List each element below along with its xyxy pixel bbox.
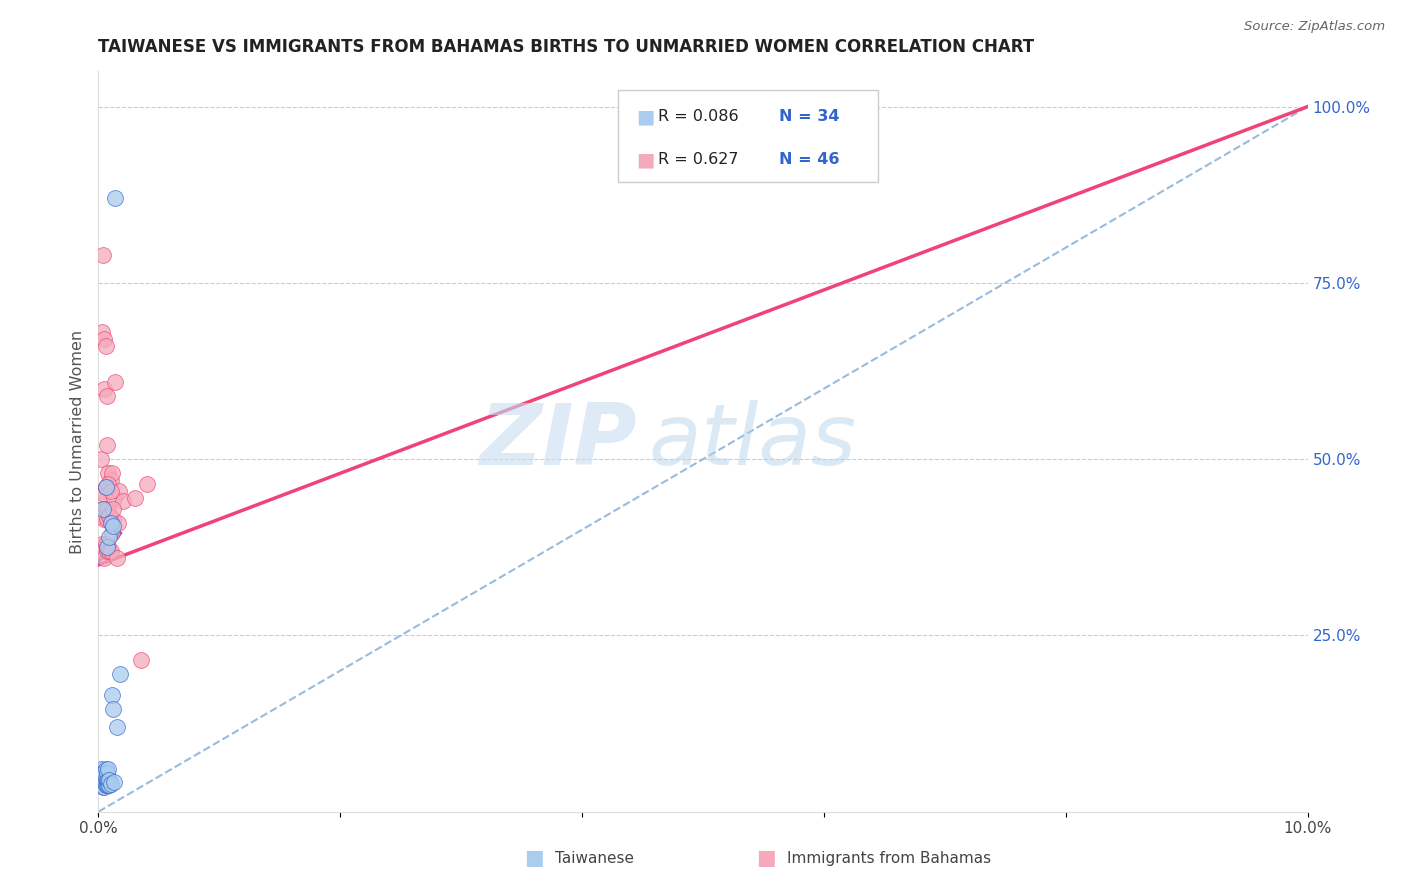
Point	[94, 537, 117, 551]
Point	[93, 780, 115, 794]
Point	[98, 530, 121, 544]
Point	[93, 766, 115, 780]
Point	[107, 516, 129, 530]
Point	[104, 191, 127, 205]
Point	[94, 772, 117, 786]
Point	[97, 467, 120, 481]
Point	[100, 776, 122, 790]
Point	[93, 512, 115, 526]
Point	[97, 778, 120, 792]
Point	[98, 508, 121, 523]
Point	[97, 772, 120, 787]
Text: Taiwanese: Taiwanese	[555, 851, 634, 865]
Point	[101, 501, 124, 516]
Point	[124, 491, 146, 505]
Point	[100, 544, 122, 558]
Text: ■: ■	[756, 848, 776, 868]
Point	[96, 766, 118, 780]
Point	[96, 778, 118, 792]
Point	[91, 766, 114, 780]
Point	[105, 550, 128, 565]
Point	[93, 550, 115, 565]
Point	[96, 389, 118, 403]
Point	[96, 512, 118, 526]
Point	[94, 480, 117, 494]
Text: TAIWANESE VS IMMIGRANTS FROM BAHAMAS BIRTHS TO UNMARRIED WOMEN CORRELATION CHART: TAIWANESE VS IMMIGRANTS FROM BAHAMAS BIR…	[98, 38, 1035, 56]
FancyBboxPatch shape	[619, 90, 879, 183]
Point	[96, 772, 118, 787]
Point	[94, 778, 117, 792]
Text: R = 0.086: R = 0.086	[658, 109, 740, 124]
Point	[93, 775, 115, 789]
Point	[91, 772, 114, 787]
Point	[90, 763, 112, 777]
Text: ■: ■	[637, 107, 655, 126]
Point	[94, 480, 117, 494]
Point	[100, 467, 122, 481]
Point	[90, 508, 112, 523]
Point	[90, 452, 112, 467]
Text: ■: ■	[637, 151, 655, 169]
Point	[98, 778, 121, 792]
Point	[103, 491, 125, 505]
Point	[108, 667, 131, 681]
Point	[100, 689, 122, 703]
Point	[96, 541, 118, 555]
Text: R = 0.627: R = 0.627	[658, 153, 738, 168]
Point	[98, 544, 121, 558]
Text: ■: ■	[524, 848, 544, 868]
Point	[91, 248, 114, 262]
Point	[94, 763, 117, 777]
Point	[100, 483, 122, 498]
Point	[90, 769, 112, 783]
Point	[91, 483, 114, 498]
Text: atlas: atlas	[648, 400, 856, 483]
Point	[129, 653, 152, 667]
Text: N = 46: N = 46	[779, 153, 839, 168]
Point	[103, 775, 125, 789]
Point	[101, 702, 124, 716]
Point	[97, 763, 120, 777]
Point	[100, 512, 122, 526]
Point	[96, 544, 118, 558]
Point	[93, 382, 115, 396]
Point	[94, 501, 117, 516]
Point	[111, 494, 134, 508]
Point	[91, 325, 114, 339]
Text: Source: ZipAtlas.com: Source: ZipAtlas.com	[1244, 20, 1385, 33]
Point	[100, 516, 122, 530]
Point	[104, 375, 127, 389]
Point	[97, 541, 120, 555]
Point	[91, 508, 114, 523]
Point	[101, 512, 124, 526]
Point	[105, 720, 128, 734]
Point	[93, 487, 115, 501]
Point	[91, 537, 114, 551]
Point	[98, 508, 121, 523]
Point	[100, 473, 122, 487]
Text: Immigrants from Bahamas: Immigrants from Bahamas	[787, 851, 991, 865]
Point	[91, 766, 114, 780]
Y-axis label: Births to Unmarried Women: Births to Unmarried Women	[69, 329, 84, 554]
Point	[91, 544, 114, 558]
Point	[101, 519, 124, 533]
Point	[94, 339, 117, 353]
Point	[91, 776, 114, 790]
Point	[96, 438, 118, 452]
Point	[93, 332, 115, 346]
Point	[135, 476, 157, 491]
Point	[108, 483, 131, 498]
Point	[91, 501, 114, 516]
Point	[91, 501, 114, 516]
Point	[98, 772, 121, 787]
Text: N = 34: N = 34	[779, 109, 839, 124]
Point	[97, 476, 120, 491]
Point	[100, 526, 122, 541]
Text: ZIP: ZIP	[479, 400, 637, 483]
Point	[91, 780, 114, 794]
Point	[97, 501, 120, 516]
